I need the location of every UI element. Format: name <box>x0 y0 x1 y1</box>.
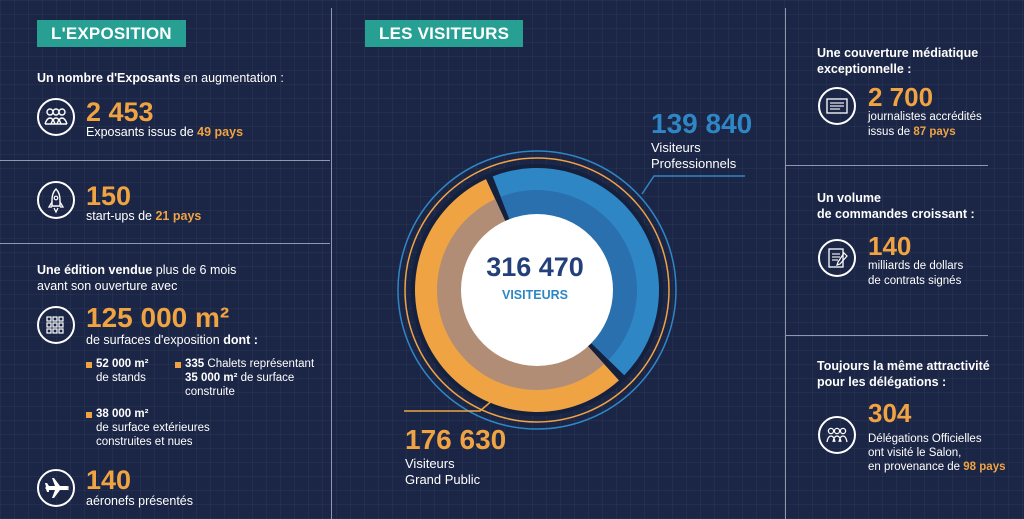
section-tag-visiteurs: LES VISITEURS <box>365 20 524 47</box>
aeronefs-value: 140 <box>86 465 132 495</box>
divider-left-1 <box>0 160 330 161</box>
public-visitors-line1: Visiteurs <box>405 456 455 471</box>
bullet-exterieur <box>86 412 92 418</box>
exhibitors-icon <box>37 98 75 136</box>
cmd-value: 140 <box>868 231 912 261</box>
section-tag-exposition: L'EXPOSITION <box>37 20 186 47</box>
donut-outer-ring-blue <box>397 150 677 430</box>
chalets-value: 335 <box>185 358 205 370</box>
surface-dont: dont : <box>223 333 258 347</box>
edition-bold: Une édition vendue <box>37 263 153 277</box>
bullet-stands <box>86 362 92 368</box>
exposants-desc-text: Exposants issus de <box>86 125 198 139</box>
public-visitors-value: 176 630 <box>405 424 507 455</box>
delegation-icon <box>818 416 856 454</box>
exposants-heading-bold: Un nombre d'Exposants <box>37 71 181 85</box>
exposants-pays: 49 pays <box>197 125 244 139</box>
cmd-heading2: de commandes croissant : <box>817 207 975 221</box>
startups-desc-text: start-ups de <box>86 209 156 223</box>
cmd-heading: Un volume de commandes croissant : <box>817 190 975 222</box>
public-leader-line <box>404 398 495 412</box>
chalets-desc: Chalets représentant <box>204 358 315 370</box>
chalets-line3: construite <box>185 386 235 398</box>
ext-line1: de surface extérieures <box>96 422 210 434</box>
bullet-chalets <box>175 362 181 368</box>
cmd-line1: milliards de dollars <box>868 260 964 272</box>
airplane-icon <box>37 469 75 507</box>
deleg-heading1: Toujours la même attractivité <box>817 359 990 373</box>
deleg-pays: 98 pays <box>963 461 1006 473</box>
deleg-line1: Délégations Officielles <box>868 433 982 445</box>
surface-desc: de surfaces d'exposition dont : <box>86 332 258 348</box>
stands-block: 52 000 m² de stands <box>96 357 148 385</box>
startups-value: 150 <box>86 181 132 211</box>
divider-left-2 <box>0 243 330 244</box>
public-visitors-line2: Grand Public <box>405 472 481 487</box>
media-desc: journalistes accrédités issus de 87 pays <box>868 110 982 140</box>
aeronefs-desc: aéronefs présentés <box>86 494 194 508</box>
pro-visitors-line2: Professionnels <box>651 156 737 171</box>
cmd-desc: milliards de dollars de contrats signés <box>868 259 963 289</box>
deleg-line3: en provenance de <box>868 461 964 473</box>
grid-plan-icon <box>37 306 75 344</box>
exposants-value: 2 453 <box>86 97 154 127</box>
divider-vertical-right <box>785 8 786 519</box>
stands-value: 52 000 m² <box>96 358 149 370</box>
pro-visitors-value: 139 840 <box>651 108 753 139</box>
edition-heading: Une édition vendue plus de 6 mois avant … <box>37 262 236 294</box>
exposants-heading-rest: en augmentation : <box>180 71 284 85</box>
startups-desc: start-ups de 21 pays <box>86 208 201 224</box>
contract-icon <box>818 239 856 277</box>
donut-center-value: 316 470 <box>486 252 584 282</box>
ext-line2: construites et nues <box>96 436 193 448</box>
visitors-donut-chart <box>397 150 677 430</box>
rocket-icon <box>37 181 75 219</box>
media-heading: Une couverture médiatique exceptionnelle… <box>817 46 979 76</box>
chalets-surface: 35 000 m² <box>185 372 238 384</box>
divider-right-1 <box>786 165 988 166</box>
edition-rest: plus de 6 mois <box>152 263 237 277</box>
media-line2: issus de <box>868 126 914 138</box>
ext-value: 38 000 m² <box>96 408 149 420</box>
pro-leader-line <box>641 175 745 195</box>
deleg-line2: ont visité le Salon, <box>868 447 962 459</box>
deleg-heading2: pour les délégations : <box>817 375 947 389</box>
deleg-heading: Toujours la même attractivité pour les d… <box>817 358 990 390</box>
chalets-surface-rest: de surface <box>237 372 295 384</box>
deleg-value: 304 <box>868 398 912 428</box>
stands-desc: de stands <box>96 372 146 384</box>
edition-line2: avant son ouverture avec <box>37 279 178 293</box>
media-value: 2 700 <box>868 82 934 112</box>
cmd-heading1: Un volume <box>817 191 881 205</box>
pro-visitors-label: Visiteurs Professionnels <box>651 140 736 172</box>
surface-desc-text: de surfaces d'exposition <box>86 333 224 347</box>
donut-center-label: VISITEURS <box>502 288 568 302</box>
donut-inner-slice-professionnels <box>500 190 637 360</box>
exposants-heading: Un nombre d'Exposants en augmentation : <box>37 70 284 86</box>
donut-outer-ring-orange <box>404 157 670 423</box>
newspaper-icon <box>818 87 856 125</box>
media-pays: 87 pays <box>913 126 956 138</box>
divider-right-2 <box>786 335 988 336</box>
exposants-desc: Exposants issus de 49 pays <box>86 124 243 140</box>
cmd-line2: de contrats signés <box>868 275 962 287</box>
divider-vertical-left <box>331 8 332 519</box>
exterieur-block: 38 000 m² de surface extérieures constru… <box>96 407 210 449</box>
chalets-block: 335 Chalets représentant 35 000 m² de su… <box>185 357 314 399</box>
donut-center-disc <box>461 214 613 366</box>
startups-pays: 21 pays <box>155 209 202 223</box>
surface-value: 125 000 m² <box>86 302 230 333</box>
public-visitors-label: Visiteurs Grand Public <box>405 456 480 488</box>
pro-visitors-line1: Visiteurs <box>651 140 701 155</box>
media-line1: journalistes accrédités <box>868 111 982 123</box>
deleg-desc: Délégations Officielles ont visité le Sa… <box>868 432 1005 474</box>
